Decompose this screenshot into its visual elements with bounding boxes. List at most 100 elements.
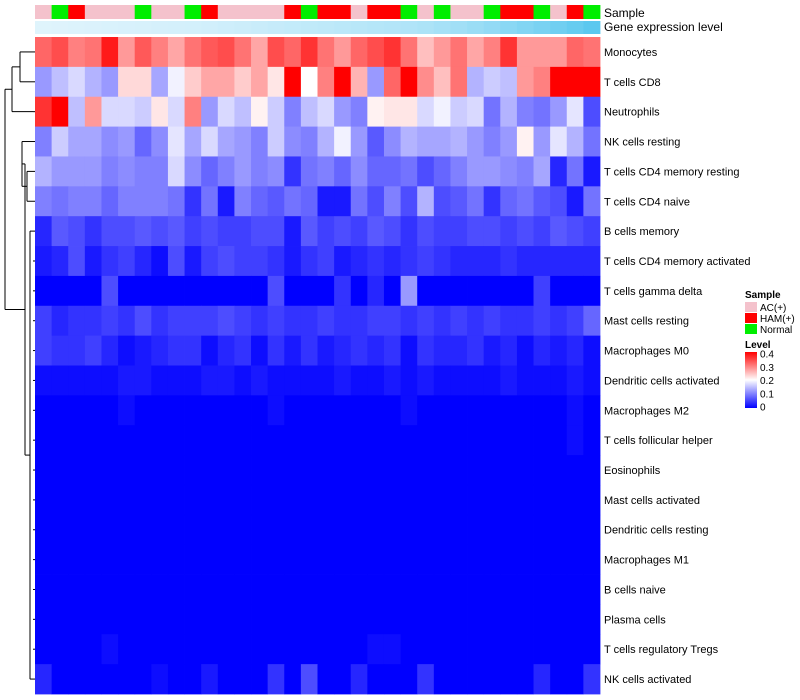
- heatmap-cell: [68, 216, 86, 247]
- heatmap-cell: [500, 574, 518, 605]
- expression-annotation-cell: [51, 21, 69, 34]
- heatmap-cell: [467, 484, 485, 516]
- heatmap-cell: [51, 246, 69, 277]
- heatmap-cell: [101, 484, 119, 516]
- heatmap-cell: [450, 455, 468, 486]
- heatmap-cell: [284, 484, 302, 516]
- sample-annotation-cell: [167, 5, 185, 19]
- heatmap-cell: [550, 126, 568, 157]
- heatmap-cell: [217, 425, 235, 456]
- heatmap-cell: [251, 186, 269, 217]
- heatmap-cell: [483, 514, 501, 546]
- heatmap-cell: [516, 126, 534, 157]
- heatmap-cell: [101, 246, 119, 277]
- heatmap-cell: [317, 664, 335, 695]
- heatmap-cell: [533, 246, 551, 277]
- heatmap-cell: [467, 455, 485, 486]
- heatmap-cell: [201, 37, 219, 68]
- heatmap-cell: [500, 186, 518, 217]
- heatmap-cell: [118, 425, 136, 456]
- heatmap-cell: [300, 126, 318, 157]
- heatmap-cell: [383, 365, 401, 396]
- heatmap-cell: [400, 455, 418, 486]
- heatmap-cell: [334, 305, 352, 337]
- heatmap-cell: [201, 305, 219, 337]
- heatmap-cell: [167, 216, 185, 247]
- heatmap-cell: [334, 186, 352, 217]
- heatmap-cell: [383, 604, 401, 635]
- heatmap-cell: [267, 514, 285, 546]
- heatmap-cell: [300, 365, 318, 396]
- heatmap-cell: [583, 275, 601, 307]
- heatmap-cell: [383, 484, 401, 516]
- heatmap-cell: [134, 156, 152, 187]
- heatmap-cell: [35, 455, 53, 486]
- heatmap-cell: [433, 365, 451, 396]
- heatmap-cell: [300, 514, 318, 546]
- heatmap-cell: [483, 604, 501, 635]
- heatmap-cell: [68, 186, 86, 217]
- heatmap-cell: [118, 216, 136, 247]
- heatmap-cell: [450, 305, 468, 337]
- heatmap-cell: [68, 305, 86, 337]
- heatmap-cell: [566, 126, 584, 157]
- heatmap-cell: [101, 664, 119, 695]
- heatmap-cell: [450, 365, 468, 396]
- expression-annotation-cell: [433, 21, 451, 34]
- heatmap-cell: [500, 484, 518, 516]
- heatmap-cell: [101, 126, 119, 157]
- heatmap-cell: [400, 395, 418, 426]
- row-label: Plasma cells: [604, 614, 666, 626]
- expression-annotation-cell: [483, 21, 501, 34]
- heatmap-cell: [251, 395, 269, 426]
- heatmap-cell: [334, 514, 352, 546]
- sample-annotation-cell: [383, 5, 401, 19]
- heatmap-cell: [151, 544, 169, 575]
- heatmap-cell: [566, 664, 584, 695]
- heatmap-cell: [433, 66, 451, 98]
- heatmap-cell: [367, 664, 385, 695]
- heatmap-cell: [251, 335, 269, 366]
- heatmap-cell: [267, 634, 285, 665]
- heatmap-cell: [533, 365, 551, 396]
- heatmap-cell: [400, 544, 418, 575]
- sample-annotation-cell: [284, 5, 302, 19]
- heatmap-cell: [167, 246, 185, 277]
- heatmap-cell: [550, 66, 568, 98]
- row-label: B cells naive: [604, 585, 666, 597]
- heatmap-cell: [516, 96, 534, 127]
- heatmap-cell: [400, 126, 418, 157]
- heatmap-cell: [284, 455, 302, 486]
- expression-annotation-cell: [550, 21, 568, 34]
- heatmap-cell: [350, 216, 368, 247]
- heatmap-cell: [533, 335, 551, 366]
- heatmap-cell: [84, 544, 102, 575]
- heatmap-cell: [184, 305, 202, 337]
- heatmap-cell: [118, 544, 136, 575]
- heatmap-cell: [533, 66, 551, 98]
- heatmap-cell: [184, 425, 202, 456]
- heatmap-cell: [234, 305, 252, 337]
- heatmap-cell: [583, 455, 601, 486]
- level-legend-tick: 0.2: [760, 376, 774, 387]
- heatmap-cell: [467, 574, 485, 605]
- level-legend-tick: 0.3: [760, 363, 774, 374]
- heatmap-cell: [417, 395, 435, 426]
- heatmap-cell: [500, 395, 518, 426]
- heatmap-cell: [350, 514, 368, 546]
- heatmap-cell: [566, 216, 584, 247]
- heatmap-cell: [433, 514, 451, 546]
- heatmap-cell: [350, 37, 368, 68]
- heatmap-cell: [84, 514, 102, 546]
- heatmap-cell: [433, 604, 451, 635]
- heatmap-cell: [317, 455, 335, 486]
- heatmap-cell: [84, 455, 102, 486]
- heatmap-cell: [583, 246, 601, 277]
- heatmap-cell: [450, 574, 468, 605]
- heatmap-cell: [267, 186, 285, 217]
- heatmap-cell: [350, 574, 368, 605]
- heatmap-cell: [417, 156, 435, 187]
- heatmap-cell: [433, 96, 451, 127]
- heatmap-cell: [251, 246, 269, 277]
- heatmap-cell: [134, 66, 152, 98]
